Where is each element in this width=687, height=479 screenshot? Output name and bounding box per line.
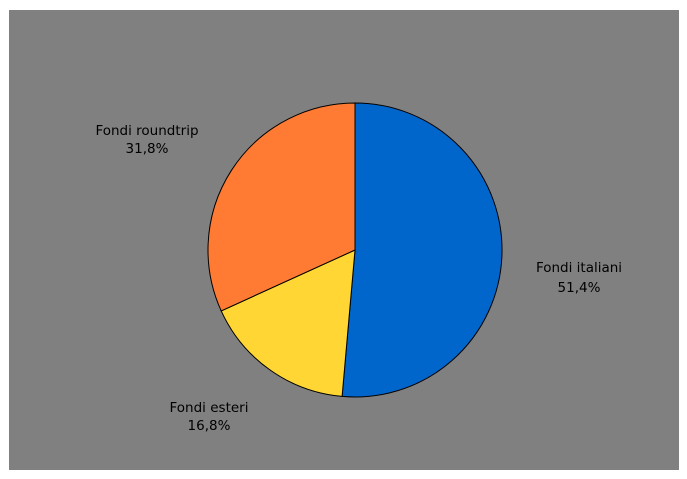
chart-area: Fondi italiani 51,4% Fondi esteri 16,8% … (9, 10, 679, 470)
slice-label-value-fondi-roundtrip: 31,8% (126, 141, 169, 157)
slice-label-name-fondi-roundtrip: Fondi roundtrip (95, 123, 198, 139)
pie-slices (207, 102, 503, 398)
slice-label-name-fondi-esteri: Fondi esteri (170, 400, 249, 416)
slice-label-name-fondi-italiani: Fondi italiani (536, 260, 622, 276)
pie-chart: Fondi italiani 51,4% Fondi esteri 16,8% … (9, 10, 679, 470)
slice-label-value-fondi-italiani: 51,4% (558, 280, 601, 296)
pie-slice-fondi-roundtrip (207, 102, 356, 312)
pie-slice-fondi-italiani (341, 102, 503, 398)
pie-slice-fondi-esteri (220, 249, 356, 397)
slice-label-value-fondi-esteri: 16,8% (188, 418, 231, 434)
